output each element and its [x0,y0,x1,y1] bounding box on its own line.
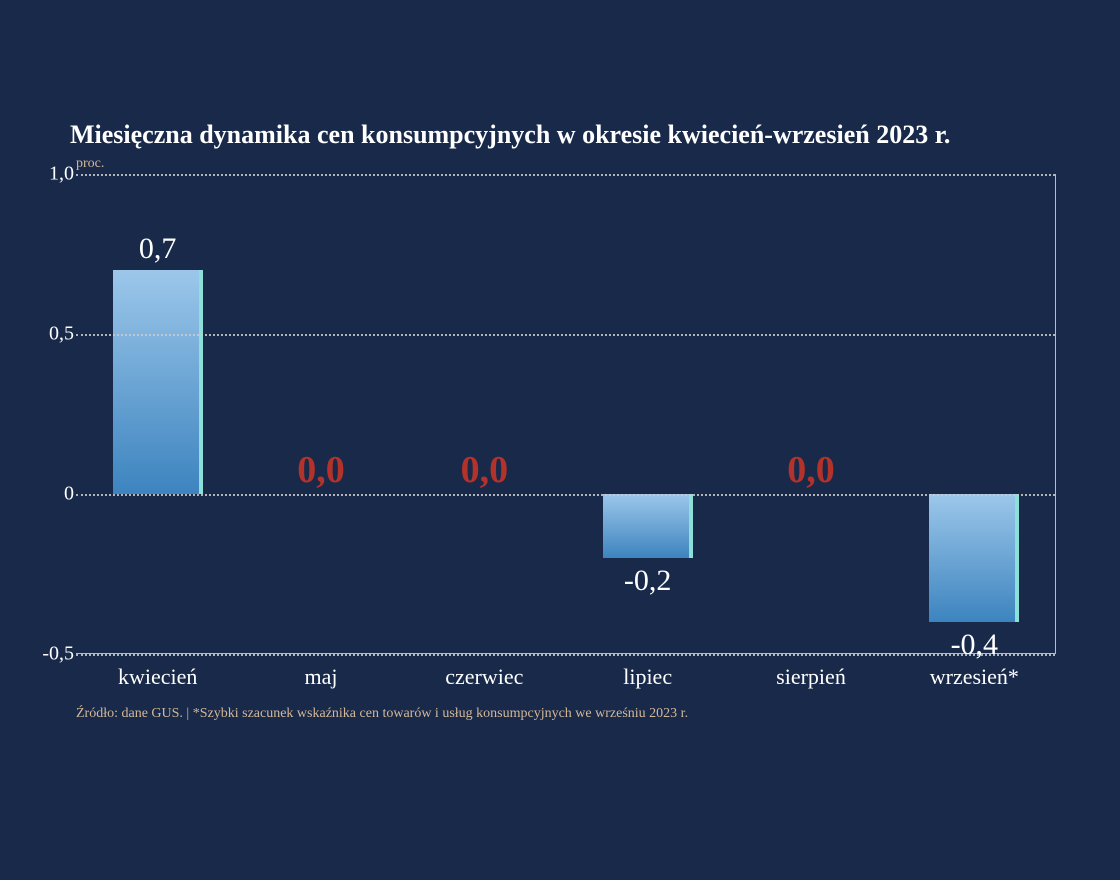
value-label: 0,0 [461,448,509,492]
bar-slot: 0,0 [239,174,402,653]
value-label: -0,4 [951,628,999,662]
gridline [76,174,1055,176]
chart-container: Miesięczna dynamika cen konsumpcyjnych w… [70,120,1070,722]
x-axis-label: lipiec [623,664,672,690]
bar [113,270,203,494]
gridline [76,494,1055,496]
x-axis-label: maj [305,664,338,690]
chart-unit-label: proc. [76,156,1070,172]
bar-slot: 0,0 [403,174,566,653]
bar-slot: 0,0 [729,174,892,653]
x-axis-labels: kwiecień maj czerwiec lipiec sierpień wrzesie… [76,664,1056,694]
value-label: 0,7 [139,232,177,266]
x-axis-label: wrzesień* [930,664,1019,690]
y-tick-label: 0,5 [49,323,74,346]
bar [929,494,1019,622]
chart-footnote: Źródło: dane GUS. | *Szybki szacunek wsk… [76,706,1070,722]
x-axis-label: kwiecień [118,664,197,690]
x-axis-label: czerwiec [445,664,523,690]
value-label: 0,0 [297,448,345,492]
bar-slot: -0,2 [566,174,729,653]
plot-wrap: 1,00,50-0,5 0,70,00,0-0,20,0-0,4 kwiecie… [76,174,1070,694]
bar [603,494,693,558]
gridline [76,654,1055,656]
y-tick-label: -0,5 [42,643,74,666]
value-label: 0,0 [787,448,835,492]
y-axis: 1,00,50-0,5 [30,174,74,654]
chart-title: Miesięczna dynamika cen konsumpcyjnych w… [70,120,1070,150]
x-axis-label: sierpień [776,664,846,690]
y-tick-label: 1,0 [49,163,74,186]
bar-slot: -0,4 [893,174,1056,653]
gridline [76,334,1055,336]
plot-area: 0,7 0,0 0,0 -0,2 0,0 -0,4 [76,174,1056,654]
bar-slot: 0,7 [76,174,239,653]
value-label: -0,2 [624,564,672,598]
y-tick-label: 0 [64,483,74,506]
bars-layer: 0,7 0,0 0,0 -0,2 0,0 -0,4 [76,174,1055,653]
